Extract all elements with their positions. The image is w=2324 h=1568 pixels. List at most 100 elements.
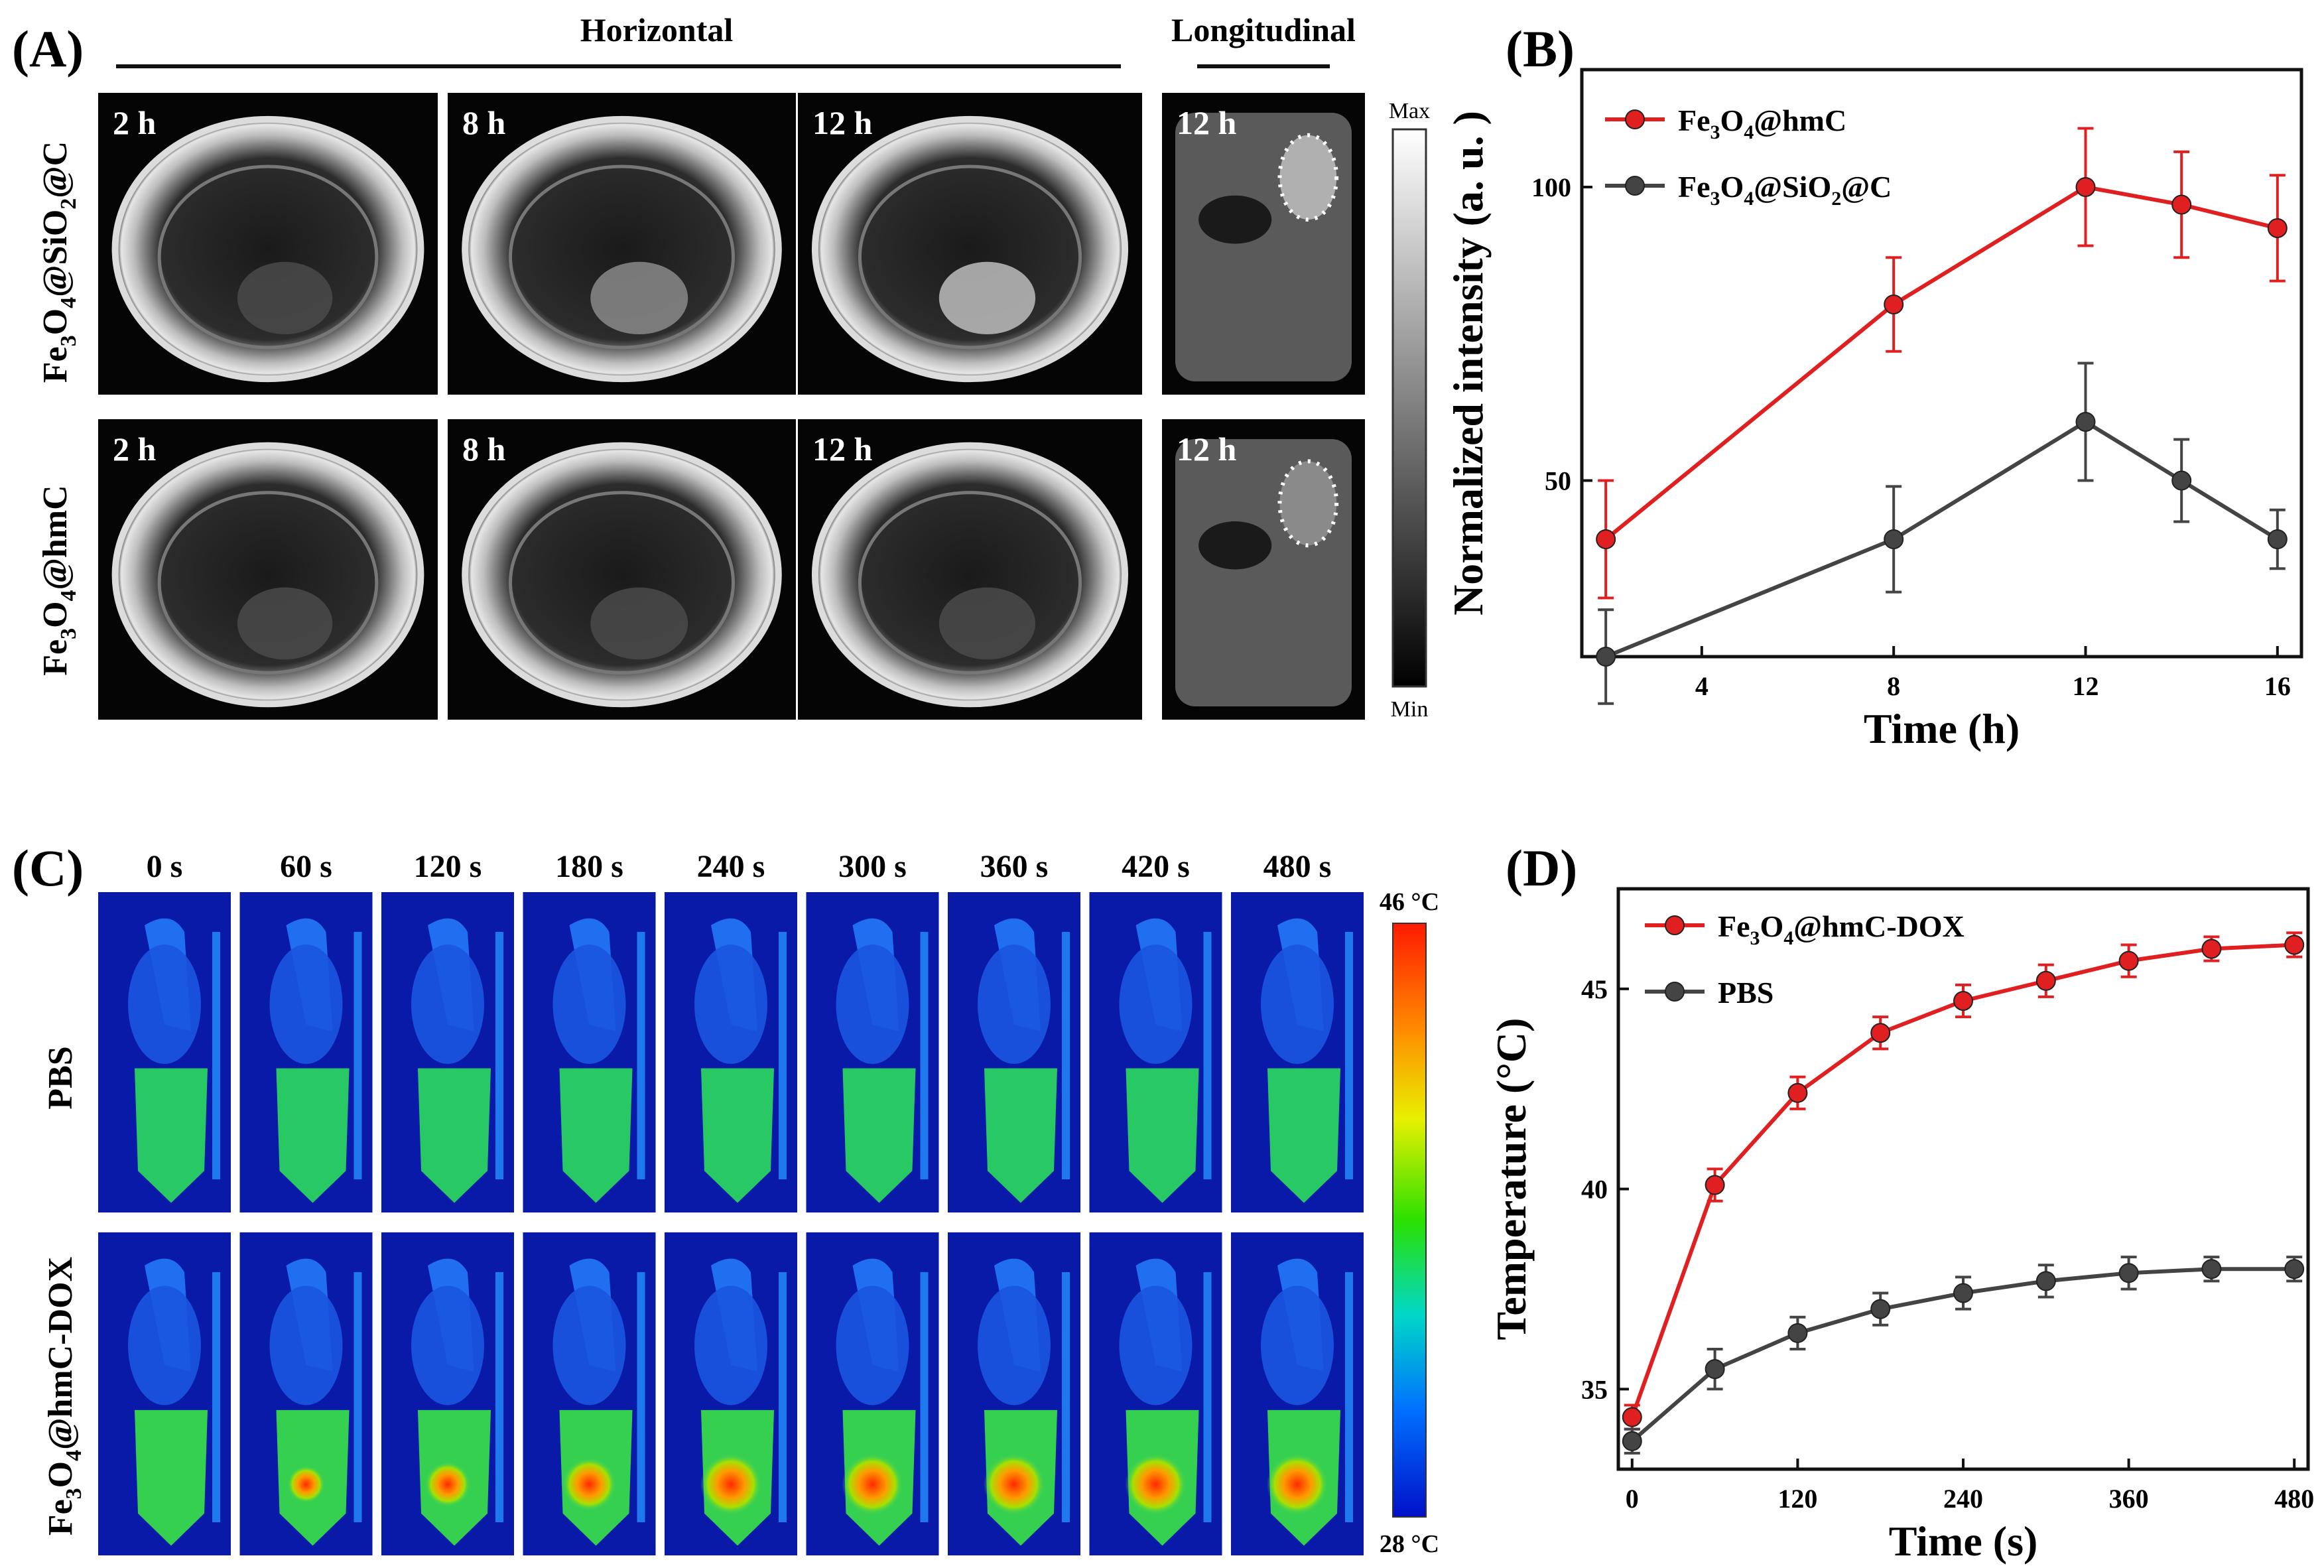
mri-time-label: 2 h <box>113 104 157 141</box>
series-1: Fe3O4@SiO2@C <box>1596 170 2288 705</box>
mri-time-label: 2 h <box>113 430 157 468</box>
row-label-fe3o4-hmc-dox: Fe3O4@hmC-DOX <box>42 1257 86 1535</box>
mri-image-tile: 8 h <box>448 419 796 720</box>
mri-tumor-region <box>938 261 1036 334</box>
thermal-upper-body <box>836 945 909 1065</box>
mri-tumor-region <box>938 587 1036 660</box>
x-axis-label: Time (h) <box>1864 705 2020 752</box>
thermal-image-tile <box>98 892 231 1212</box>
mri-time-label: 8 h <box>462 104 506 141</box>
y-axis-label: Normalized intensity (a. u. ) <box>1445 111 1492 616</box>
thermal-lower-body <box>418 1068 491 1203</box>
x-tick-label: 360 <box>2109 1484 2149 1514</box>
data-point <box>1622 1431 1642 1451</box>
tumor-hot-spot <box>287 1465 325 1503</box>
thermal-upper-body <box>552 1285 626 1405</box>
thermal-colorbar <box>1392 923 1427 1518</box>
data-point <box>2284 1259 2305 1279</box>
series-0: Fe3O4@hmC-DOX <box>1622 909 2305 1431</box>
thermal-image-tile <box>523 1232 656 1555</box>
thermal-image-grid: 0 s 60 s 120 s 180 s 240 s 300 s 360 s 420 s 480… <box>98 849 1364 1555</box>
panel-c-label: (C) <box>12 839 84 897</box>
thermal-time-label: 60 s <box>280 849 332 884</box>
thermal-image-tile <box>665 892 797 1212</box>
mri-time-label: 12 h <box>1177 430 1237 468</box>
thermal-lower-body <box>559 1068 633 1203</box>
mri-organ-dark <box>1198 195 1272 244</box>
y-tick-label: 100 <box>1531 172 1571 202</box>
mri-organ-dark <box>1198 521 1272 570</box>
thermal-side-strip <box>495 1272 503 1522</box>
thermal-side-strip <box>920 1272 929 1522</box>
mri-image-tile: 12 h <box>1162 419 1365 720</box>
thermal-image-tile <box>1089 892 1222 1212</box>
thermal-time-label: 300 s <box>838 849 907 884</box>
x-tick-label: 4 <box>1695 671 1709 701</box>
thermal-image-tile <box>806 892 939 1212</box>
data-point <box>2035 1271 2056 1291</box>
data-point <box>1787 1082 1808 1103</box>
x-tick-label: 240 <box>1943 1484 1983 1514</box>
thermal-lower-body <box>984 1068 1057 1203</box>
thermal-image-tile <box>1089 1232 1222 1555</box>
mri-image-tile: 12 h <box>798 419 1142 720</box>
legend-marker <box>1625 109 1645 129</box>
data-point <box>1705 1175 1725 1195</box>
plot-frame <box>1580 68 2303 659</box>
thermal-upper-body <box>694 1285 767 1405</box>
y-axis-label: Temperature (°C) <box>1488 1018 1535 1340</box>
tumor-hot-spot <box>700 1453 761 1515</box>
thermal-lower-body <box>135 1068 208 1203</box>
mri-image-tile: 2 h <box>98 419 438 720</box>
thermal-image-tile <box>665 1232 797 1555</box>
thermal-max-label: 46 °C <box>1380 888 1439 916</box>
mri-image-tile: 12 h <box>798 93 1142 395</box>
data-point <box>1622 1407 1642 1427</box>
data-point <box>2075 177 2096 197</box>
legend-label: Fe3O4@hmC <box>1678 103 1846 143</box>
mri-image-grid: 2 h 8 h 12 h 12 h 2 h 8 h 12 h 12 h <box>98 93 1365 720</box>
thermal-upper-body <box>128 1285 201 1405</box>
mri-inner-ring <box>858 164 1082 350</box>
panel-c: (C) PBS Fe3O4@hmC-DOX 0 s 60 s 120 s 180 s 2… <box>12 839 1439 1558</box>
thermal-image-tile <box>948 892 1080 1212</box>
thermal-side-strip <box>779 932 787 1179</box>
thermal-time-label: 120 s <box>414 849 482 884</box>
thermal-upper-body <box>1261 945 1334 1065</box>
x-tick-label: 8 <box>1887 671 1900 701</box>
thermal-image-tile <box>806 1232 939 1555</box>
panel-d: (D) 0 120 240 360 480 35 40 45 Time (s) Temperatu… <box>1488 839 2314 1565</box>
x-tick-label: 120 <box>1777 1484 1817 1514</box>
thermal-lower-body <box>1267 1068 1340 1203</box>
grayscale-max-label: Max <box>1389 99 1430 123</box>
data-point <box>1705 1359 1725 1380</box>
data-point <box>1596 529 1616 549</box>
thermal-side-strip <box>354 1272 362 1522</box>
legend-marker <box>1665 915 1685 935</box>
mri-tumor-region <box>237 587 333 660</box>
thermal-side-strip <box>1203 1272 1212 1522</box>
thermal-time-label: 0 s <box>147 849 183 884</box>
thermal-upper-body <box>978 945 1051 1065</box>
data-point <box>1953 990 1973 1011</box>
tumor-dotted-outline <box>1277 133 1339 222</box>
mri-body-cross-section <box>462 442 782 708</box>
data-point <box>1884 294 1904 314</box>
thermal-image-tile <box>1231 1232 1364 1555</box>
thermal-lower-body <box>135 1409 208 1546</box>
thermal-side-strip <box>1203 932 1212 1179</box>
thermal-side-strip <box>1062 1272 1070 1522</box>
thermal-side-strip <box>637 932 645 1179</box>
thermal-time-label: 420 s <box>1122 849 1190 884</box>
legend-marker <box>1665 982 1685 1002</box>
mri-tumor-region <box>590 587 688 660</box>
thermal-image-tile <box>1231 892 1364 1212</box>
legend-label: Fe3O4@hmC-DOX <box>1718 909 1965 949</box>
data-point <box>2201 1259 2222 1279</box>
thermal-min-label: 28 °C <box>1380 1530 1439 1558</box>
mri-time-label: 12 h <box>812 430 873 468</box>
thermal-image-tile <box>381 892 514 1212</box>
tumor-hot-spot <box>425 1461 470 1507</box>
panel-a: (A) Horizontal Longitudinal Fe3O4@SiO2@C… <box>12 11 1430 722</box>
